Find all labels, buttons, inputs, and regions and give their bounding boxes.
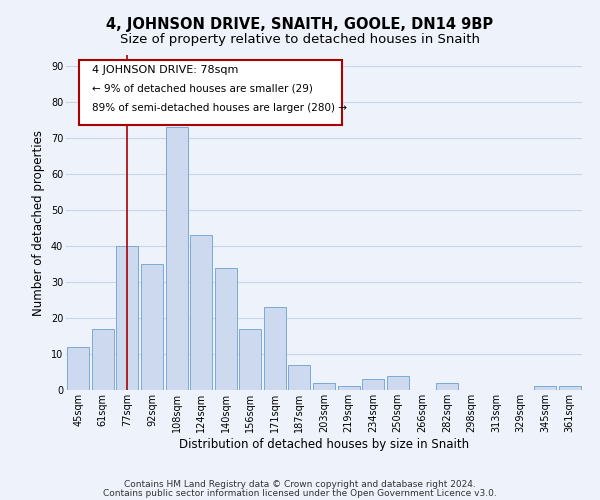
Bar (190, 235, 212, 390)
FancyBboxPatch shape (79, 60, 342, 126)
Bar (534, 386, 556, 390)
Text: Size of property relative to detached houses in Snaith: Size of property relative to detached ho… (120, 32, 480, 46)
Bar (141, 264, 163, 390)
Bar (313, 383, 335, 390)
Bar (166, 127, 188, 390)
Bar (67, 347, 89, 390)
X-axis label: Distribution of detached houses by size in Snaith: Distribution of detached houses by size … (179, 438, 469, 450)
Bar (289, 365, 310, 390)
Bar (436, 383, 458, 390)
Text: 4 JOHNSON DRIVE: 78sqm: 4 JOHNSON DRIVE: 78sqm (92, 65, 238, 75)
Bar (362, 379, 384, 390)
Bar (215, 268, 237, 390)
Y-axis label: Number of detached properties: Number of detached properties (32, 130, 45, 316)
Bar (264, 307, 286, 390)
Text: Contains public sector information licensed under the Open Government Licence v3: Contains public sector information licen… (103, 488, 497, 498)
Text: Contains HM Land Registry data © Crown copyright and database right 2024.: Contains HM Land Registry data © Crown c… (124, 480, 476, 489)
Text: ← 9% of detached houses are smaller (29): ← 9% of detached houses are smaller (29) (92, 84, 313, 94)
Bar (386, 376, 409, 390)
Bar (338, 386, 359, 390)
Bar (92, 329, 114, 390)
Bar (116, 246, 139, 390)
Bar (239, 329, 262, 390)
Bar (559, 386, 581, 390)
Text: 89% of semi-detached houses are larger (280) →: 89% of semi-detached houses are larger (… (92, 102, 347, 113)
Text: 4, JOHNSON DRIVE, SNAITH, GOOLE, DN14 9BP: 4, JOHNSON DRIVE, SNAITH, GOOLE, DN14 9B… (106, 18, 494, 32)
